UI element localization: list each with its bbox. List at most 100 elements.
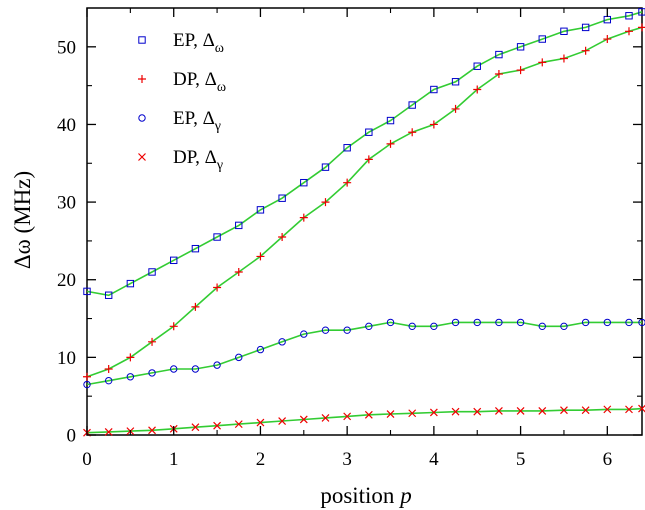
data-point: [191, 302, 200, 311]
fit-line-1: [86, 11, 643, 297]
plot-frame: [86, 7, 643, 436]
data-point: [343, 326, 351, 334]
legend-marker: [138, 75, 146, 83]
x-tick-label: 2: [256, 449, 266, 470]
data-point: [451, 318, 460, 327]
data-point: [278, 417, 287, 425]
data-point: [560, 406, 568, 415]
data-point: [603, 35, 612, 44]
axes-layer: [86, 7, 643, 436]
data-point: [83, 380, 91, 389]
fit-line-2: [86, 26, 643, 378]
data-point: [365, 322, 373, 331]
data-point: [494, 407, 503, 415]
data-point: [104, 427, 113, 436]
data-point: [386, 116, 395, 125]
data-point: [473, 407, 482, 416]
data-point: [494, 69, 503, 78]
data-point: [256, 418, 265, 427]
data-point: [538, 58, 547, 67]
data-point: [495, 50, 503, 59]
y-tick-label: 10: [57, 348, 76, 369]
data-point: [170, 365, 178, 373]
data-point: [473, 62, 481, 70]
data-point: [104, 291, 113, 299]
data-point: [148, 337, 157, 346]
legend-marker: [138, 36, 146, 44]
legend-marker: [138, 114, 146, 122]
data-point: [278, 194, 286, 202]
data-point: [321, 198, 330, 207]
data-point: [213, 421, 222, 430]
data-point: [300, 178, 308, 187]
data-point: [638, 8, 645, 16]
data-point: [386, 139, 395, 148]
data-point: [386, 410, 395, 418]
data-point: [603, 318, 612, 327]
data-point: [170, 256, 178, 265]
data-point: [300, 330, 308, 338]
y-axis-title: Δω (MHz): [10, 171, 35, 269]
data-point: [495, 318, 503, 327]
x-tick-label: 4: [429, 449, 439, 470]
y-tick-label: 50: [57, 37, 76, 58]
x-tick-label: 1: [169, 449, 179, 470]
y-tick-label: 0: [67, 426, 77, 447]
data-point: [126, 373, 135, 381]
data-point: [126, 279, 135, 288]
data-point: [429, 120, 438, 129]
data-point: [278, 233, 287, 242]
data-point: [213, 361, 221, 369]
data-point: [625, 12, 633, 20]
data-point: [256, 345, 265, 354]
data-point: [321, 326, 330, 334]
data-point: [343, 178, 352, 187]
data-point: [191, 244, 200, 253]
data-point: [560, 322, 568, 331]
data-point: [191, 365, 200, 373]
data-point: [451, 104, 460, 113]
x-tick-label: 3: [342, 449, 352, 470]
data-point: [560, 27, 568, 35]
data-point: [538, 407, 547, 415]
data-point: [451, 407, 460, 416]
data-point: [638, 318, 645, 327]
data-point: [516, 43, 525, 51]
markers-layer: [83, 8, 645, 437]
y-tick-label: 20: [57, 270, 76, 291]
data-point: [451, 78, 460, 86]
data-point: [191, 423, 200, 432]
data-point: [343, 144, 351, 152]
tick-layer: [86, 8, 642, 436]
data-point: [234, 420, 243, 429]
data-point: [365, 128, 373, 136]
data-point: [581, 46, 590, 55]
data-point: [213, 283, 222, 292]
data-point: [83, 287, 91, 296]
data-point: [321, 413, 330, 422]
data-point: [638, 23, 645, 32]
data-point: [538, 322, 546, 331]
data-point: [625, 318, 633, 327]
x-axis-title: position p: [320, 483, 411, 508]
data-point: [234, 267, 243, 276]
y-tick-label: 40: [57, 115, 76, 136]
data-point: [343, 412, 352, 421]
data-point: [299, 213, 308, 222]
legend: EP, Δω DP, Δω EP, Δγ DP, Δγ: [138, 30, 226, 173]
data-point: [213, 233, 221, 241]
data-point: [516, 66, 525, 75]
data-point: [624, 27, 633, 36]
data-point: [148, 369, 156, 377]
data-point: [638, 404, 645, 413]
fit-lines-layer: [86, 11, 643, 434]
data-point: [473, 318, 481, 327]
y-tick-label: 30: [57, 193, 76, 214]
data-point: [169, 322, 178, 331]
data-point: [104, 376, 113, 385]
data-point: [256, 252, 265, 261]
legend-entry: EP, Δγ: [173, 108, 221, 134]
data-point: [559, 54, 568, 63]
data-point: [516, 318, 525, 327]
